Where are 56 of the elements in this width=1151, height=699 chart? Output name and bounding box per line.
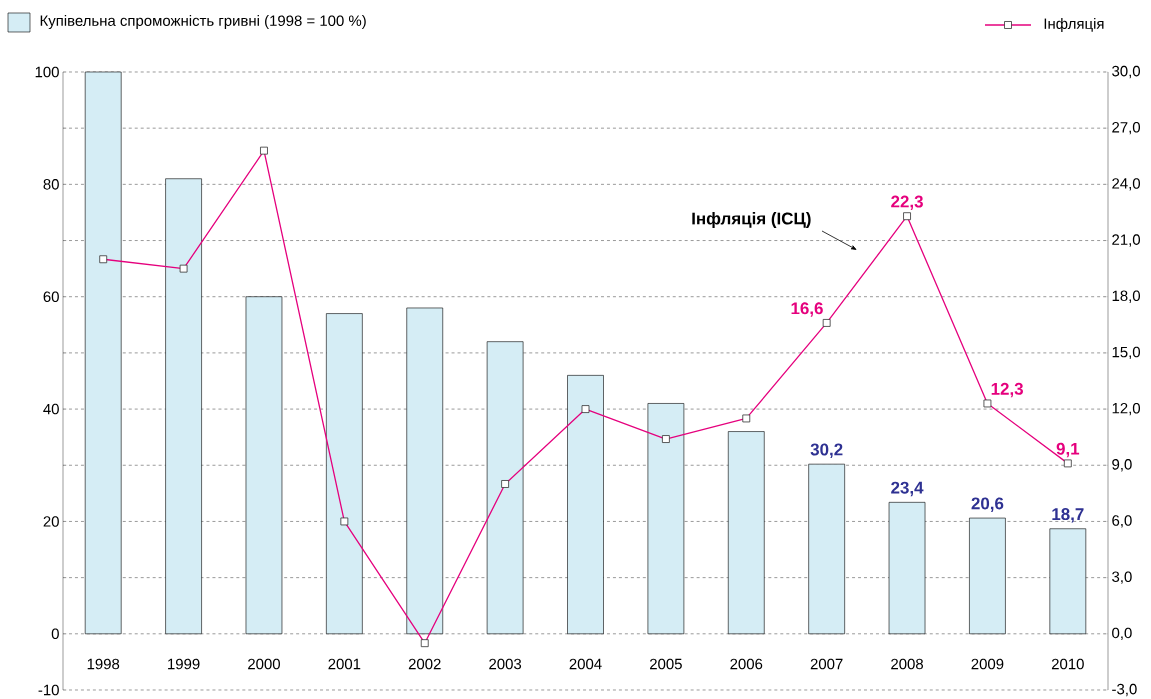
x-tick-label: 1998	[87, 658, 120, 670]
y2-tick-label: 0,0	[1112, 627, 1132, 640]
x-tick-label: 2009	[971, 658, 1004, 670]
data-label: 22,3	[891, 195, 923, 210]
bar	[1049, 528, 1087, 634]
y2-tick-label: 15,0	[1112, 346, 1141, 359]
y2-tick-label: 24,0	[1112, 177, 1141, 191]
x-tick-label: 2000	[248, 658, 280, 670]
data-label: 9,1	[1056, 442, 1080, 457]
x-tick-label: 2003	[489, 658, 522, 670]
y-tick-label: -10	[38, 684, 59, 696]
bar	[727, 431, 765, 634]
data-label: 23,4	[891, 481, 924, 496]
x-tick-label: 2008	[891, 658, 924, 670]
y-tick-label: 0	[51, 628, 59, 639]
x-tick-label: 1999	[168, 658, 200, 670]
data-label: 16,6	[791, 302, 823, 317]
x-tick-label: 2007	[810, 658, 843, 670]
y2-tick-label: 6,0	[1112, 515, 1132, 528]
y-tick-label: 100	[35, 66, 59, 78]
x-tick-label: 2001	[328, 658, 361, 670]
y2-tick-label: 18,0	[1112, 290, 1141, 303]
bar	[406, 307, 444, 634]
legend-label: Купівельна спроможність гривні (1998 = 100 %)	[40, 14, 366, 29]
data-label: 20,6	[971, 497, 1004, 512]
y2-tick-label: 12,0	[1112, 402, 1141, 416]
y-tick-label: 60	[43, 291, 59, 302]
x-tick-label: 2010	[1051, 658, 1084, 670]
y2-tick-label: 21,0	[1112, 234, 1141, 247]
bar	[888, 501, 926, 634]
bar	[165, 178, 202, 634]
x-tick-label: 2006	[730, 658, 763, 670]
data-label: 18,7	[1052, 507, 1084, 523]
y2-tick-label: 3,0	[1112, 571, 1132, 584]
y2-tick-label: 30,0	[1112, 65, 1141, 78]
bar	[486, 341, 524, 634]
y-tick-label: 80	[43, 178, 59, 190]
y2-tick-label: -3,0	[1112, 683, 1137, 696]
y-tick-label: 40	[43, 403, 59, 415]
x-tick-label: 2004	[569, 658, 602, 670]
bar	[969, 517, 1006, 634]
y2-tick-label: 9,0	[1112, 458, 1132, 472]
bar	[647, 402, 685, 634]
y-tick-label: 20	[43, 515, 59, 527]
bar	[567, 374, 604, 634]
annotation: Інфляція (ІСЦ)	[692, 211, 811, 228]
bar	[326, 313, 363, 634]
bar	[808, 463, 845, 634]
data-label: 30,2	[810, 443, 843, 458]
x-tick-label: 2005	[650, 658, 682, 670]
bar	[245, 296, 283, 634]
legend-label: Інфляція	[1044, 17, 1104, 32]
y2-tick-label: 27,0	[1112, 121, 1141, 135]
data-label: 12,3	[991, 382, 1023, 398]
bar	[84, 71, 122, 634]
x-tick-label: 2002	[408, 658, 441, 670]
